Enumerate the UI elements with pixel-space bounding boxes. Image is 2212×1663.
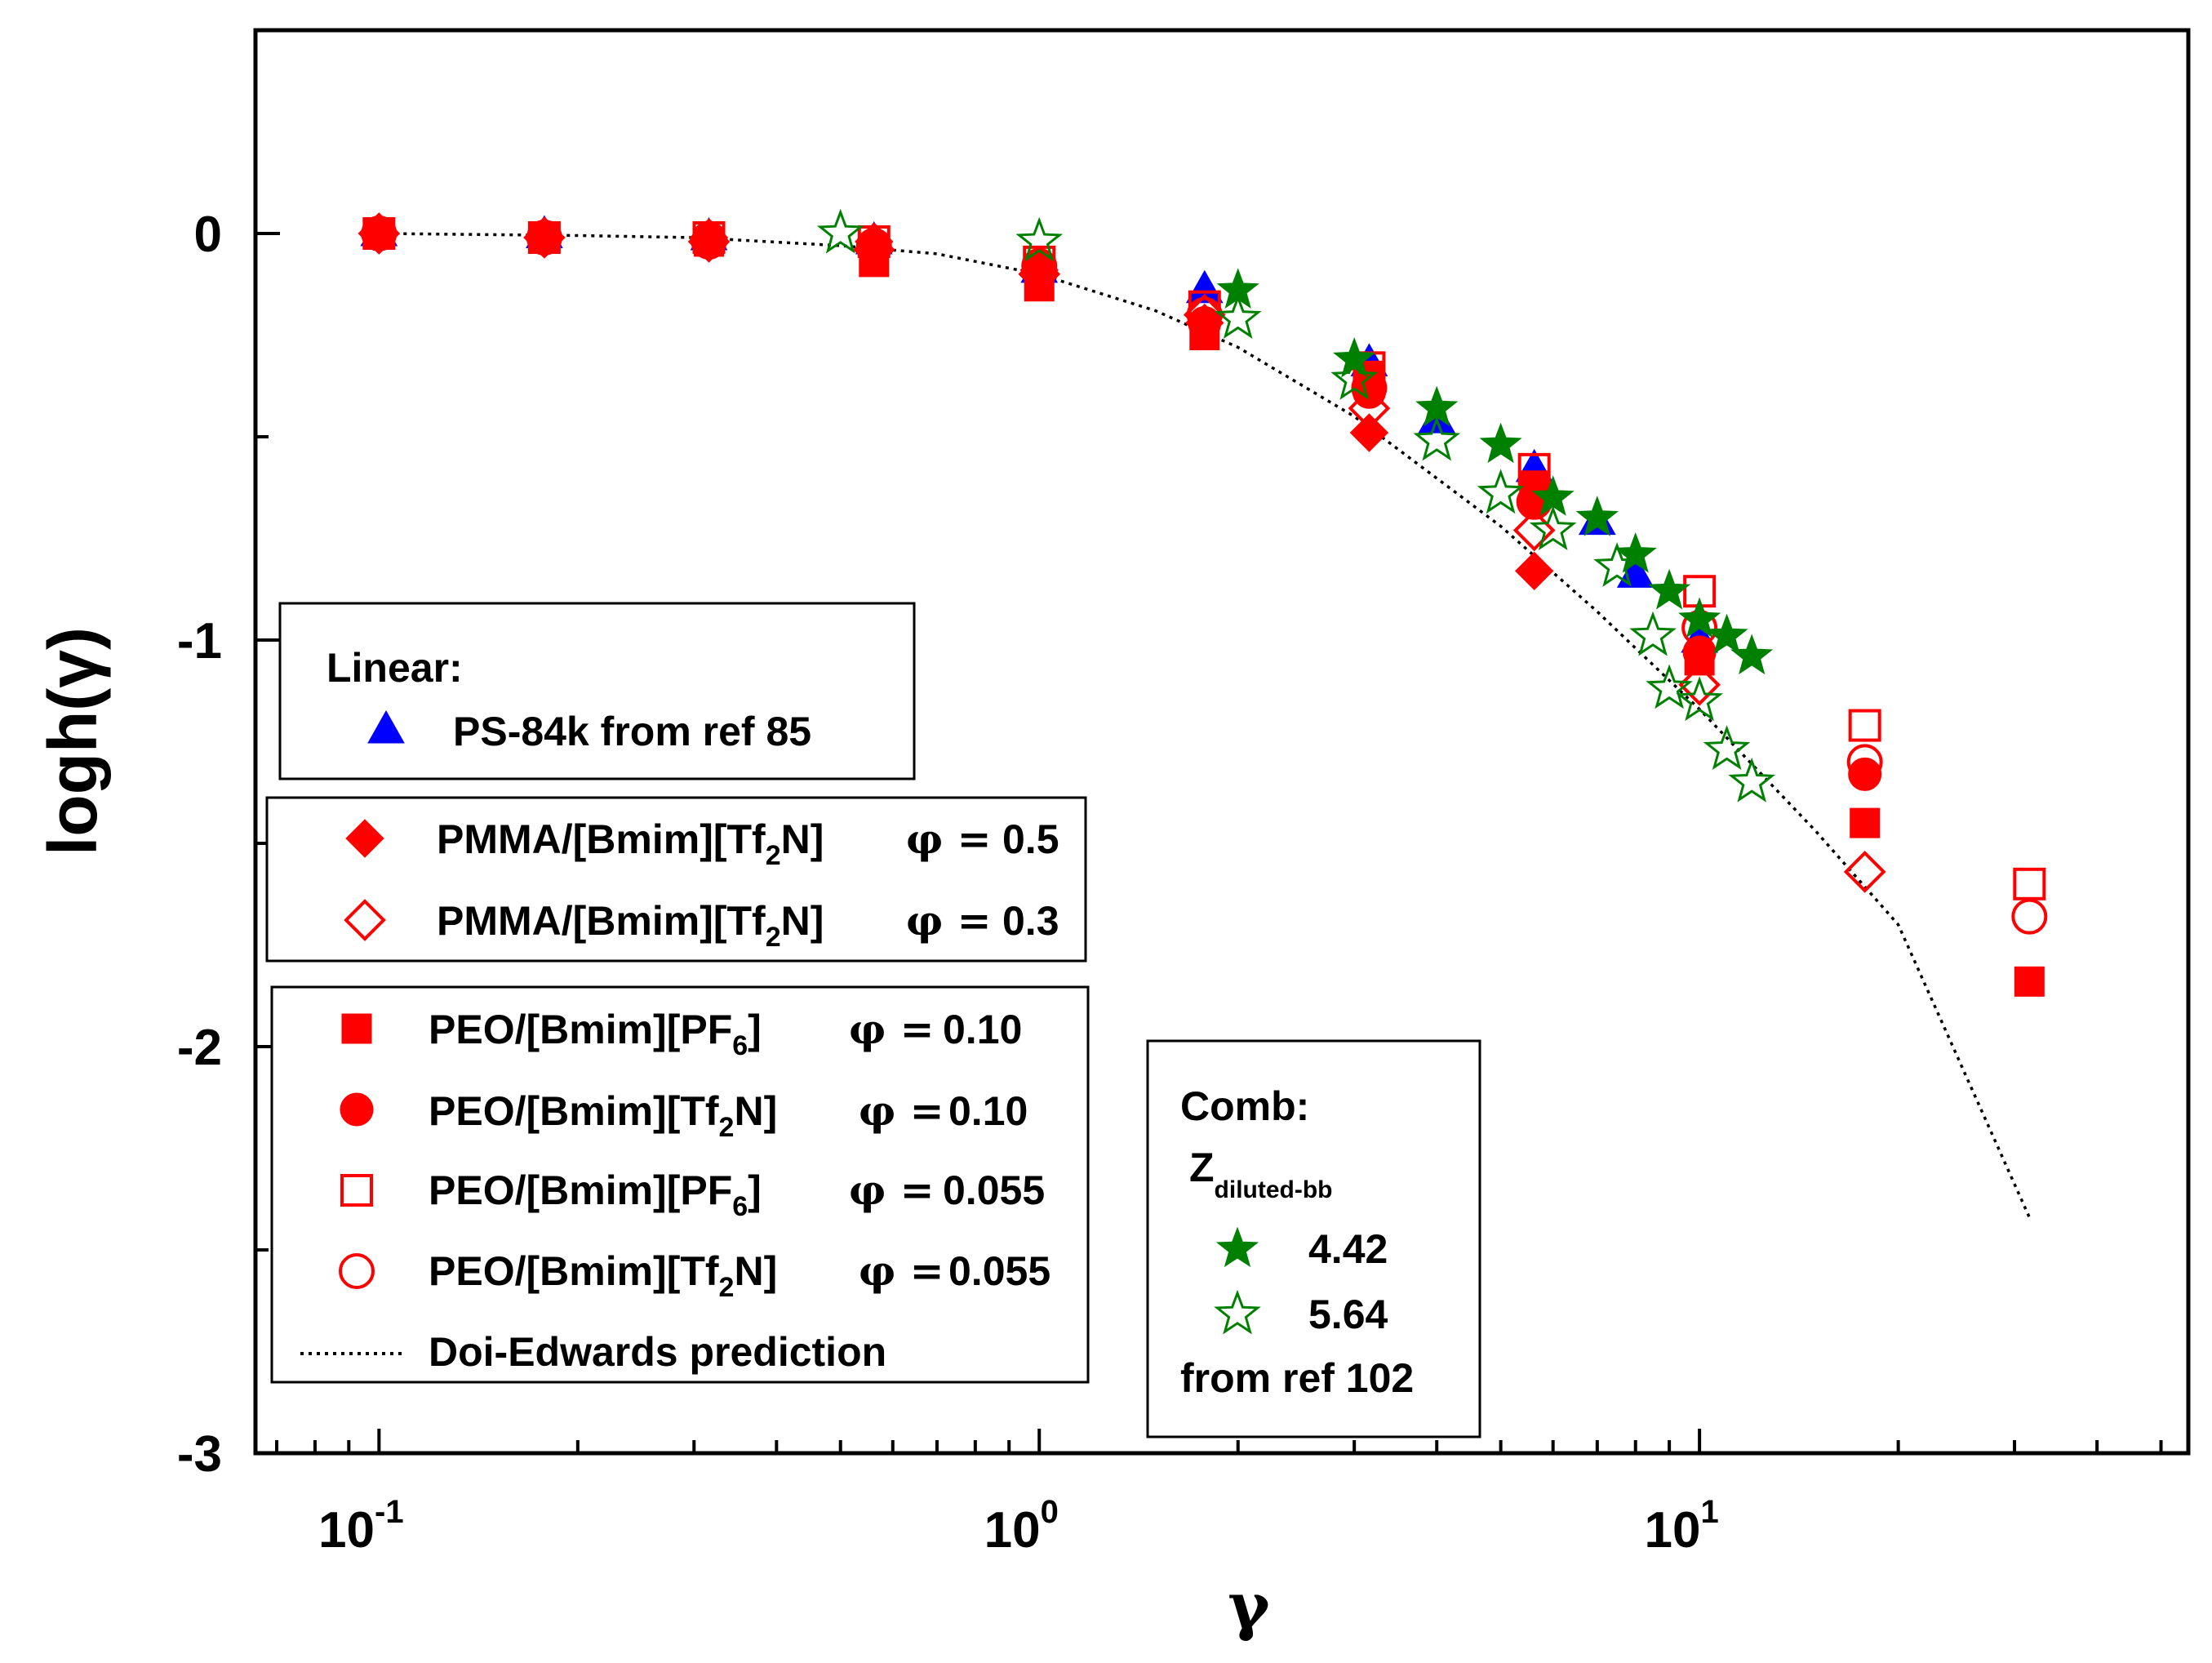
series-7-point	[1216, 268, 1259, 309]
legend-marker-1	[345, 819, 384, 858]
legend-comb-value-1: 5.64	[1308, 1292, 1388, 1337]
legend-peo-label-1: PEO/[Bmim][Tf2N]	[429, 1088, 777, 1143]
legend-marker-6	[339, 1253, 375, 1289]
series-6-point	[2011, 898, 2048, 935]
legend-comb-header: Comb:	[1180, 1083, 1309, 1129]
series-6-point	[361, 216, 398, 251]
legend-peo-value-2: 0.055	[943, 1167, 1045, 1213]
legend-markers	[339, 709, 1261, 1335]
series-8-point	[1015, 216, 1064, 262]
series-7-point	[1648, 568, 1691, 610]
legend-peo-phi-3: φ =	[859, 1247, 944, 1295]
data-points-layer	[358, 208, 2048, 997]
series-8-point	[1529, 505, 1577, 551]
series-6-point	[855, 227, 892, 264]
y-tick-label-1: -1	[177, 613, 222, 669]
series-8-point	[1703, 725, 1751, 770]
x-tick-label-0: 10-1	[318, 1494, 404, 1559]
series-5-point	[1848, 709, 1881, 742]
series-6-point	[691, 223, 727, 260]
series-8-point	[816, 208, 864, 254]
series-5-point	[2013, 867, 2046, 900]
legend-line-label: Doi-Edwards prediction	[429, 1329, 886, 1375]
series-7-point	[1730, 634, 1774, 675]
x-tick-label-2: 101	[1645, 1494, 1719, 1559]
legend-peo-phi-1: φ =	[859, 1087, 944, 1135]
series-8-point	[1214, 294, 1262, 340]
legend-pmma-value-1: 0.3	[1002, 898, 1059, 944]
legend-box-peo	[270, 985, 1090, 1384]
y-tick-label-2: -2	[177, 1020, 222, 1076]
y-tick-label-0: 0	[194, 207, 222, 263]
legend-linear-label: PS-84k from ref 85	[453, 709, 811, 754]
series-8-point	[1413, 416, 1461, 461]
doi-edwards-line	[379, 232, 2031, 1218]
legend-box-comb	[1146, 1039, 1481, 1438]
series-2-point	[1678, 663, 1721, 706]
legend-peo-label-3: PEO/[Bmim][Tf2N]	[429, 1248, 777, 1303]
legend-pmma-value-0: 0.5	[1002, 816, 1059, 862]
legend-peo-value-3: 0.055	[948, 1248, 1050, 1294]
legend-marker-2	[344, 899, 386, 941]
legend-marker-0	[367, 709, 405, 744]
legend-pmma-phi-1: φ =	[906, 896, 992, 945]
series-7-point	[1575, 496, 1619, 536]
series-8-point	[1330, 355, 1378, 400]
legend-box-pmma	[265, 796, 1087, 963]
series-8-point	[1593, 542, 1641, 587]
series-7-point	[1678, 597, 1721, 638]
series-6-point	[526, 219, 562, 256]
tick-labels: 10-1 100 101 0 -1 -2 -3	[177, 207, 1719, 1559]
x-axis-title: γ	[1228, 1569, 1270, 1643]
series-3-point	[1850, 807, 1881, 838]
series-8-point	[1676, 676, 1723, 722]
series-2-point	[1843, 851, 1886, 893]
legend-peo-phi-0: φ =	[849, 1005, 935, 1053]
legend-comb-value-0: 4.42	[1308, 1226, 1388, 1272]
legend-peo-label-2: PEO/[Bmim][PF6]	[429, 1167, 762, 1222]
legend: Linear: PS-84k from ref 85 PMMA/[Bmim][T…	[265, 602, 1481, 1438]
legend-pmma-phi-0: φ =	[906, 815, 992, 863]
x-tick-label-1: 100	[984, 1494, 1059, 1559]
legend-pmma-label-1: PMMA/[Bmim][Tf2N]	[437, 898, 824, 953]
legend-marker-3	[341, 1013, 372, 1044]
series-3-point	[2014, 966, 2045, 997]
legend-marker-7	[1215, 1226, 1259, 1268]
legend-linear-header: Linear:	[326, 645, 463, 691]
legend-peo-value-1: 0.10	[948, 1088, 1028, 1134]
legend-box-linear	[278, 602, 916, 780]
legend-peo-value-0: 0.10	[943, 1007, 1022, 1052]
legend-comb-footer: from ref 102	[1180, 1355, 1414, 1401]
plot-frame	[253, 28, 2191, 1456]
series-7-point	[1614, 531, 1657, 573]
series-7-point	[1479, 422, 1522, 464]
legend-marker-5	[340, 1174, 373, 1207]
legend-pmma-label-0: PMMA/[Bmim][Tf2N]	[437, 816, 824, 871]
legend-comb-z: Zdiluted-bb	[1189, 1145, 1333, 1203]
reference-line-layer	[379, 232, 2031, 1218]
legend-peo-label-0: PEO/[Bmim][PF6]	[429, 1007, 762, 1061]
legend-marker-4	[340, 1092, 374, 1127]
series-1-point	[1514, 551, 1554, 591]
series-8-point	[1629, 611, 1677, 656]
axes-ticks	[255, 232, 2163, 1455]
series-0-point	[1185, 269, 1224, 304]
series-8-point	[1477, 469, 1525, 514]
y-tick-label-3: -3	[177, 1426, 222, 1483]
y-axis-title: logh(γ)	[34, 627, 111, 856]
series-4-point	[1848, 757, 1882, 791]
series-6-point	[1351, 370, 1388, 407]
legend-peo-phi-2: φ =	[849, 1166, 935, 1214]
series-8-point	[1728, 757, 1775, 803]
series-8-point	[1646, 664, 1693, 709]
series-6-point	[1846, 744, 1883, 780]
series-7-point	[1705, 613, 1748, 655]
legend-marker-8	[1214, 1289, 1261, 1335]
series-1-point	[1349, 413, 1389, 452]
